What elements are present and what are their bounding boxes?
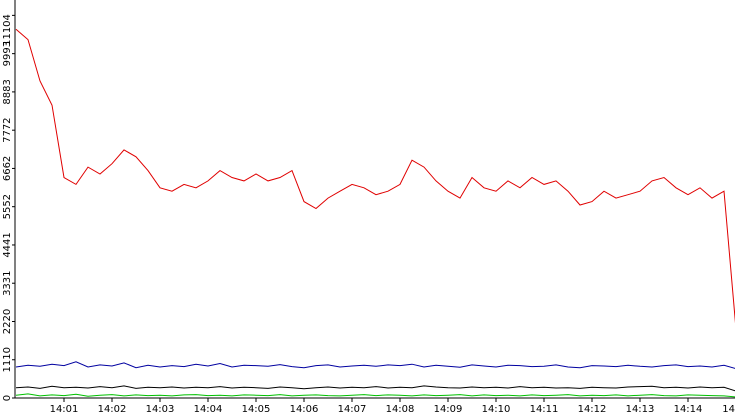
x-tick-label: 14:05 [242, 404, 271, 415]
series-line [15, 28, 735, 324]
x-tick-label: 14 [722, 404, 735, 415]
y-tick-label: 9993 [2, 41, 13, 66]
series-line [15, 361, 735, 369]
y-tick-label: 11104 [2, 14, 13, 46]
x-tick-label: 14:04 [194, 404, 223, 415]
x-tick-label: 14:02 [98, 404, 127, 415]
y-tick-label: 1110 [2, 347, 13, 372]
x-tick-label: 14:10 [482, 404, 511, 415]
x-tick-label: 14:08 [386, 404, 415, 415]
y-tick-label: 7772 [2, 117, 13, 142]
y-tick-label: 8883 [2, 79, 13, 104]
x-tick-label: 14:03 [146, 404, 175, 415]
x-tick-label: 14:14 [674, 404, 703, 415]
y-tick-label: 3331 [2, 270, 13, 295]
series-line [15, 393, 735, 398]
y-tick-label: 6662 [2, 156, 13, 181]
x-tick-label: 14:06 [290, 404, 319, 415]
y-tick-label: 0 [2, 395, 13, 401]
x-tick-label: 14:13 [626, 404, 655, 415]
x-tick-label: 14:07 [338, 404, 367, 415]
y-tick-label: 5552 [2, 194, 13, 219]
y-tick-label: 4441 [2, 232, 13, 257]
x-tick-label: 14:11 [530, 404, 559, 415]
x-tick-label: 14:09 [434, 404, 463, 415]
x-tick-label: 14:12 [578, 404, 607, 415]
y-tick-label: 2220 [2, 309, 13, 334]
x-tick-label: 14:01 [50, 404, 79, 415]
series-line [15, 385, 735, 392]
